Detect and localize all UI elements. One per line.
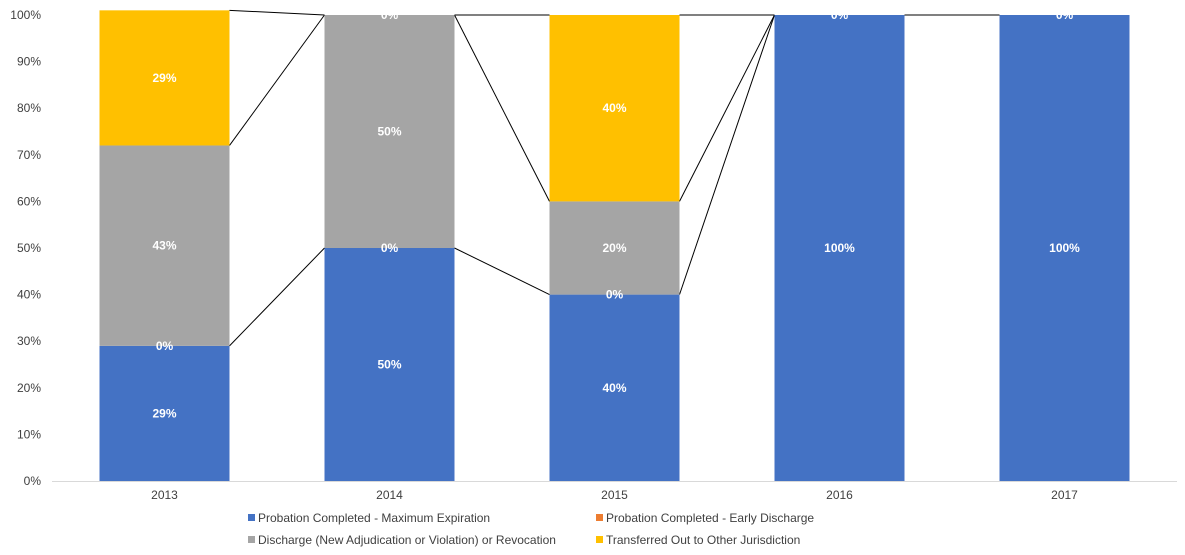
x-tick-label: 2013 xyxy=(151,488,178,502)
y-tick-label: 0% xyxy=(24,474,42,488)
legend-label: Discharge (New Adjudication or Violation… xyxy=(258,533,556,547)
legend-label: Probation Completed - Maximum Expiration xyxy=(258,511,490,525)
axes: 0% 10% 20% 30% 40% 50% 60% 70% 80% 90% 100% 2013 201… xyxy=(10,8,1177,502)
data-label: 29% xyxy=(152,71,176,85)
bar-segment xyxy=(774,15,905,481)
legend-swatch xyxy=(596,514,603,521)
bar-segment xyxy=(324,248,455,481)
legend-label: Probation Completed - Early Discharge xyxy=(606,511,814,525)
data-label: 100% xyxy=(824,241,855,255)
data-label: 0% xyxy=(831,8,849,22)
y-tick-label: 50% xyxy=(17,241,41,255)
data-label: 0% xyxy=(156,339,174,353)
data-labels: 29% 0% 43% 29% 50% 0% 50% 0% 40% 0% 20% 40% 100% 0% 10… xyxy=(152,8,1080,420)
bar-segment xyxy=(549,15,680,202)
data-label: 40% xyxy=(602,381,626,395)
bar-segment xyxy=(549,201,680,295)
bar-segment xyxy=(324,15,455,248)
y-tick-label: 60% xyxy=(17,194,41,208)
y-tick-label: 40% xyxy=(17,288,41,302)
bar-segment xyxy=(549,294,680,481)
data-label: 0% xyxy=(606,288,624,302)
y-tick-label: 100% xyxy=(10,8,41,22)
series-line xyxy=(229,9,325,16)
bar-segment xyxy=(999,15,1130,481)
data-label: 0% xyxy=(381,8,399,22)
data-label: 40% xyxy=(602,101,626,115)
data-label: 20% xyxy=(602,241,626,255)
legend: Probation Completed - Maximum Expiration… xyxy=(248,511,814,547)
y-tick-label: 10% xyxy=(17,427,41,441)
bar-segment xyxy=(99,10,230,146)
bars xyxy=(99,10,1130,481)
y-tick-label: 80% xyxy=(17,101,41,115)
bar-segment xyxy=(99,345,230,481)
data-label: 43% xyxy=(152,239,176,253)
series-connector-lines xyxy=(229,9,1000,347)
legend-swatch xyxy=(596,536,603,543)
series-line xyxy=(679,14,775,295)
data-label: 100% xyxy=(1049,241,1080,255)
legend-swatch xyxy=(248,514,255,521)
data-label: 50% xyxy=(377,125,401,139)
y-tick-label: 90% xyxy=(17,55,41,69)
legend-label: Transferred Out to Other Jurisdiction xyxy=(606,533,800,547)
y-tick-label: 70% xyxy=(17,148,41,162)
data-label: 0% xyxy=(1056,8,1074,22)
series-line xyxy=(679,14,775,202)
data-label: 0% xyxy=(381,241,399,255)
y-tick-label: 30% xyxy=(17,334,41,348)
data-label: 29% xyxy=(152,406,176,420)
x-tick-label: 2015 xyxy=(601,488,628,502)
series-line xyxy=(454,14,550,202)
series-line xyxy=(229,14,325,146)
y-tick-label: 20% xyxy=(17,381,41,395)
series-line xyxy=(454,247,550,296)
x-tick-label: 2014 xyxy=(376,488,403,502)
data-label: 50% xyxy=(377,358,401,372)
legend-swatch xyxy=(248,536,255,543)
series-line xyxy=(229,247,325,347)
x-tick-label: 2016 xyxy=(826,488,853,502)
x-tick-label: 2017 xyxy=(1051,488,1078,502)
bar-segment xyxy=(99,145,230,346)
